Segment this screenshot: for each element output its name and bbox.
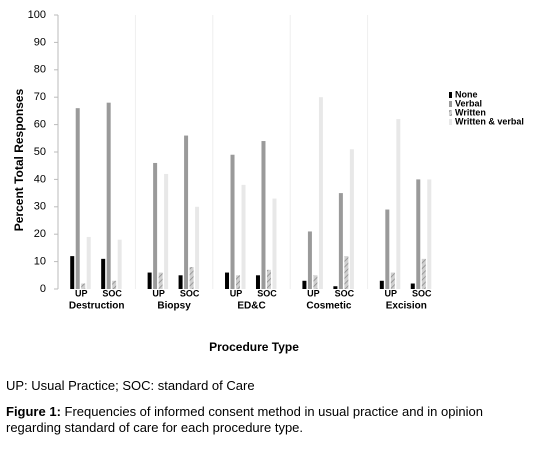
- bar: [147, 272, 152, 289]
- group-label: Destruction: [69, 301, 125, 312]
- bar: [106, 102, 111, 290]
- bar: [112, 280, 117, 289]
- y-tick-label: 90: [34, 36, 46, 48]
- bar: [416, 179, 421, 289]
- bar: [225, 272, 230, 289]
- y-tick-label: 100: [28, 9, 46, 21]
- x-tick-label: SOC: [102, 288, 122, 298]
- bar: [410, 283, 415, 289]
- legend-label: Verbal: [455, 98, 482, 108]
- bar: [379, 280, 384, 289]
- x-axis-title: Procedure Type: [209, 340, 299, 354]
- x-tick-label: UP: [385, 288, 398, 298]
- y-tick-label: 40: [34, 173, 46, 185]
- bar: [101, 258, 106, 289]
- x-tick-label: SOC: [412, 288, 432, 298]
- caption-label: Figure 1:: [6, 404, 61, 419]
- bar: [178, 275, 183, 289]
- legend-swatch: [449, 92, 452, 98]
- bar: [195, 206, 200, 289]
- bar: [427, 179, 432, 289]
- bar: [86, 236, 91, 289]
- bar: [307, 231, 312, 289]
- bar: [344, 256, 349, 289]
- bar: [81, 283, 86, 289]
- bar: [261, 141, 266, 289]
- bar: [396, 119, 401, 290]
- legend-label: Written & verbal: [455, 116, 524, 126]
- x-tick-label: SOC: [257, 288, 277, 298]
- y-tick-label: 0: [40, 283, 46, 295]
- y-tick-label: 80: [34, 64, 46, 76]
- bar: [266, 269, 271, 289]
- chart: Percent Total Responses Procedure Type 0…: [12, 9, 524, 354]
- bar: [75, 108, 80, 289]
- bar: [158, 272, 163, 289]
- bar: [338, 193, 343, 289]
- bar: [189, 267, 194, 289]
- legend-swatch: [449, 119, 452, 125]
- x-tick-label: SOC: [335, 288, 355, 298]
- y-tick-label: 50: [34, 146, 46, 158]
- bar: [117, 239, 122, 289]
- bar: [385, 209, 390, 289]
- group-label: Biopsy: [157, 301, 191, 312]
- bar: [390, 272, 395, 289]
- bar: [236, 275, 241, 289]
- bar: [230, 154, 235, 289]
- y-axis-title: Percent Total Responses: [12, 88, 26, 231]
- y-tick-label: 70: [34, 91, 46, 103]
- x-tick-label: UP: [307, 288, 320, 298]
- legend-label: None: [455, 89, 478, 99]
- bar: [70, 256, 75, 289]
- group-label: Excision: [386, 301, 427, 312]
- y-tick-label: 20: [34, 228, 46, 240]
- figure-caption: Figure 1: Frequencies of informed consen…: [6, 404, 526, 436]
- bar: [164, 173, 169, 289]
- group-label: Cosmetic: [306, 301, 351, 312]
- bar: [349, 149, 354, 289]
- footnote: UP: Usual Practice; SOC: standard of Car…: [6, 378, 255, 393]
- bar: [421, 258, 426, 289]
- caption-text: Frequencies of informed consent method i…: [6, 404, 483, 435]
- x-tick-label: UP: [152, 288, 165, 298]
- x-tick-label: UP: [75, 288, 88, 298]
- bar: [241, 184, 246, 289]
- bar: [302, 280, 307, 289]
- bar: [318, 97, 323, 289]
- legend-label: Written: [455, 107, 486, 117]
- bar: [313, 275, 318, 289]
- x-tick-label: SOC: [180, 288, 200, 298]
- x-tick-label: UP: [230, 288, 243, 298]
- y-tick-label: 60: [34, 119, 46, 131]
- group-label: ED&C: [237, 301, 265, 312]
- bar: [333, 286, 338, 289]
- bar: [255, 275, 260, 289]
- bar: [153, 162, 158, 289]
- bar: [272, 198, 277, 289]
- legend-swatch: [449, 110, 452, 116]
- y-tick-label: 10: [34, 256, 46, 268]
- bar: [184, 135, 189, 289]
- legend-swatch: [449, 101, 452, 107]
- y-tick-label: 30: [34, 201, 46, 213]
